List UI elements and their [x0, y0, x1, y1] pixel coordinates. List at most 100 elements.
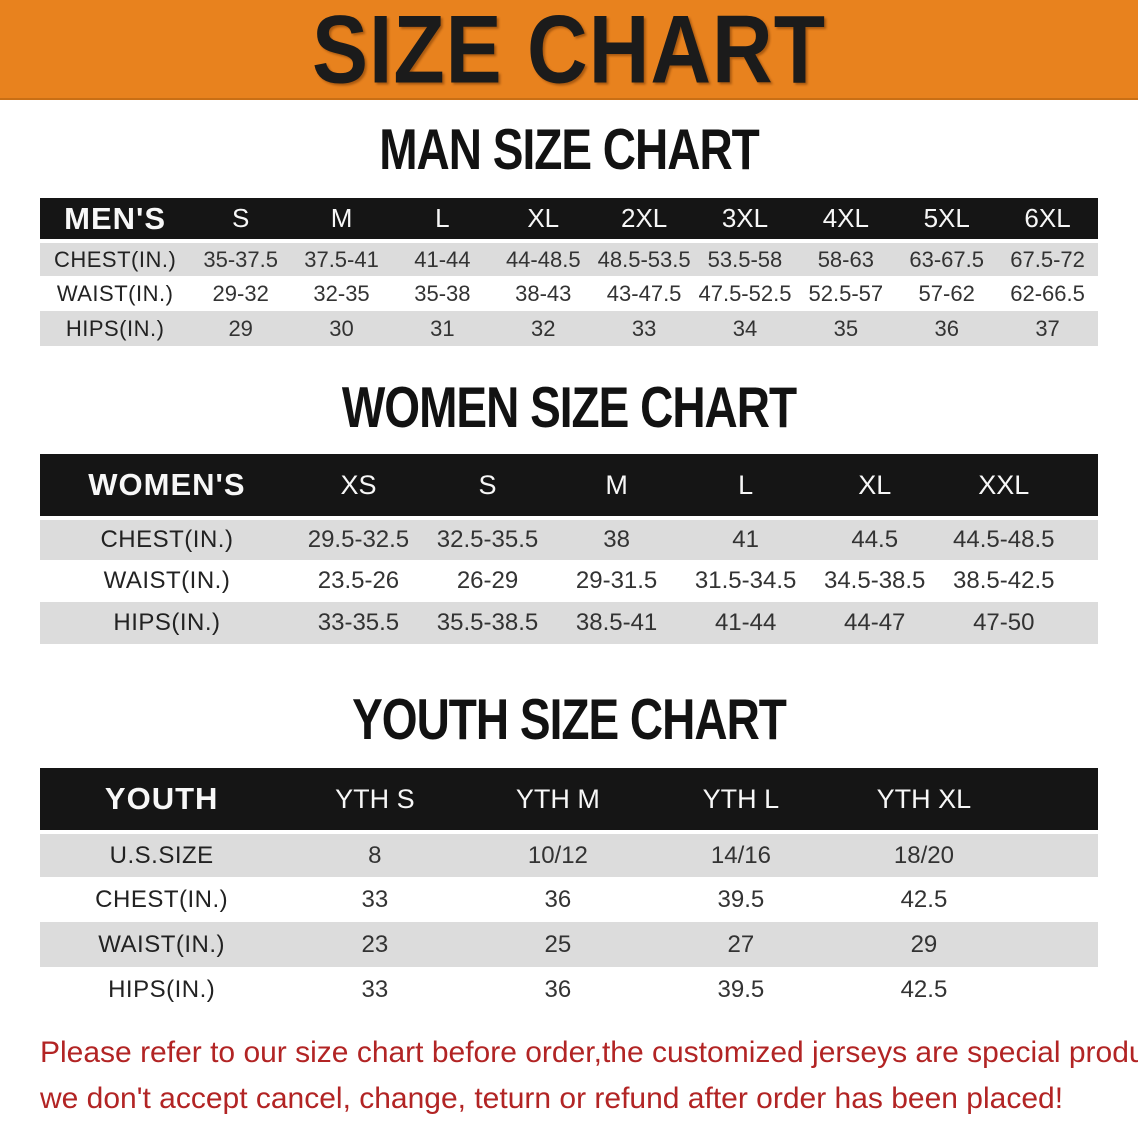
order-disclaimer-note: Please refer to our size chart before or… [0, 1030, 1138, 1122]
women-table-header-row: WOMEN'S XS S M L XL XXL [40, 454, 1098, 520]
men-section-heading: MAN SIZE CHART [0, 120, 1138, 178]
table-corner-label: WOMEN'S [40, 454, 294, 520]
size-value-cell: 29 [910, 930, 938, 958]
size-value-cell: 30 [329, 315, 354, 341]
size-column-header: M [291, 198, 392, 243]
size-column-header: S [422, 454, 553, 520]
spacer-cell [1015, 922, 1098, 967]
row-label: HIPS(IN.) [113, 609, 221, 636]
table-row: WAIST(IN.) 23.5-26 26-29 29-31.5 31.5-34.5 34… [40, 560, 1098, 602]
size-column-header: 3XL [694, 198, 796, 243]
size-value-cell: 62-66.5 [1010, 280, 1085, 306]
disclaimer-line-1: Please refer to our size chart before or… [40, 1036, 1138, 1069]
men-size-table: MEN'S S M L XL 2XL 3XL 4XL 5XL 6XL CHEST(IN.) 35-3… [40, 198, 1098, 346]
size-value-cell: 67.5-72 [1010, 246, 1085, 272]
table-row: CHEST(IN.) 29.5-32.5 32.5-35.5 38 41 44.5 44.5… [40, 518, 1098, 560]
youth-table-header-row: YOUTH YTH S YTH M YTH L YTH XL [40, 768, 1098, 834]
spacer-cell [1068, 518, 1098, 560]
size-column-header: 2XL [593, 198, 695, 243]
size-value-cell: 34.5-38.5 [823, 567, 926, 594]
size-value-cell: 18/20 [893, 841, 954, 869]
size-value-cell: 32.5-35.5 [436, 526, 539, 553]
size-column-header: YTH M [466, 768, 650, 834]
size-value-cell: 37 [1035, 315, 1060, 341]
size-value-cell: 38.5-42.5 [953, 567, 1055, 594]
size-value-cell: 35-37.5 [203, 246, 278, 272]
table-row: U.S.SIZE 8 10/12 14/16 18/20 [40, 832, 1098, 877]
youth-section-heading: YOUTH SIZE CHART [0, 690, 1138, 748]
size-value-cell: 33 [361, 885, 389, 913]
size-value-cell: 29.5-32.5 [307, 526, 410, 553]
women-section-heading: WOMEN SIZE CHART [0, 378, 1138, 436]
spacer-cell [1068, 560, 1098, 602]
table-row: CHEST(IN.) 33 36 39.5 42.5 [40, 877, 1098, 922]
spacer-cell [1015, 967, 1098, 1012]
size-value-cell: 52.5-57 [808, 280, 884, 306]
size-value-cell: 41-44 [714, 609, 777, 636]
size-value-cell: 53.5-58 [707, 246, 783, 272]
spacer-cell [1068, 602, 1098, 644]
table-row: WAIST(IN.) 23 25 27 29 [40, 922, 1098, 967]
size-value-cell: 33 [361, 975, 389, 1003]
size-value-cell: 39.5 [717, 975, 765, 1003]
size-value-cell: 44-48.5 [505, 246, 581, 272]
table-corner-label: YOUTH [40, 768, 284, 834]
size-column-header: XXL [939, 454, 1069, 520]
size-value-cell: 42.5 [900, 885, 948, 913]
size-value-cell: 32-35 [313, 280, 370, 306]
spacer-cell [1015, 877, 1098, 922]
row-label: HIPS(IN.) [65, 315, 165, 341]
size-value-cell: 36 [934, 315, 959, 341]
row-label: WAIST(IN.) [103, 567, 231, 594]
spacer-cell [1015, 768, 1098, 834]
size-value-cell: 33 [631, 315, 657, 341]
table-row: CHEST(IN.) 35-37.5 37.5-41 41-44 44-48.5 48.5… [40, 241, 1098, 276]
size-value-cell: 33-35.5 [317, 609, 400, 636]
youth-section-heading-text: YOUTH SIZE CHART [352, 686, 787, 752]
size-value-cell: 38-43 [515, 280, 572, 306]
spacer-cell [1068, 454, 1098, 520]
size-column-header: 5XL [896, 198, 998, 243]
size-value-cell: 27 [727, 930, 755, 958]
size-column-header: S [190, 198, 292, 243]
size-column-header: 4XL [795, 198, 897, 243]
size-value-cell: 10/12 [527, 841, 588, 869]
size-value-cell: 36 [544, 975, 572, 1003]
size-value-cell: 23.5-26 [317, 567, 400, 594]
row-label: CHEST(IN.) [53, 246, 177, 272]
size-value-cell: 58-63 [817, 246, 874, 272]
size-column-header: XS [293, 454, 423, 520]
size-value-cell: 42.5 [900, 975, 948, 1003]
size-value-cell: 32 [531, 315, 556, 341]
size-chart-banner: SIZE CHART [0, 0, 1138, 100]
size-value-cell: 44.5 [851, 526, 899, 553]
size-column-header: YTH L [649, 768, 833, 834]
size-value-cell: 31 [430, 315, 455, 341]
size-value-cell: 39.5 [717, 885, 765, 913]
size-value-cell: 63-67.5 [909, 246, 984, 272]
table-row: HIPS(IN.) 33 36 39.5 42.5 [40, 967, 1098, 1012]
youth-size-table: YOUTH YTH S YTH M YTH L YTH XL U.S.SIZE 8 10/1… [40, 768, 1098, 1012]
table-corner-label: MEN'S [40, 198, 191, 243]
size-value-cell: 35-38 [414, 280, 471, 306]
size-column-header: YTH XL [832, 768, 1016, 834]
size-column-header: L [391, 198, 493, 243]
size-column-header: 6XL [997, 198, 1098, 243]
row-label: CHEST(IN.) [95, 885, 229, 913]
size-value-cell: 36 [544, 885, 572, 913]
disclaimer-line-2: we don't accept cancel, change, teturn o… [40, 1082, 1064, 1115]
row-label: WAIST(IN.) [56, 280, 174, 306]
size-value-cell: 37.5-41 [304, 246, 379, 272]
banner-title: SIZE CHART [312, 0, 826, 104]
men-section-heading-text: MAN SIZE CHART [379, 116, 760, 182]
size-value-cell: 31.5-34.5 [694, 567, 797, 594]
size-value-cell: 26-29 [456, 567, 519, 594]
size-value-cell: 14/16 [710, 841, 771, 869]
size-value-cell: 29-32 [212, 280, 269, 306]
table-row: HIPS(IN.) 33-35.5 35.5-38.5 38.5-41 41-44 44-… [40, 602, 1098, 644]
size-value-cell: 23 [361, 930, 389, 958]
row-label: HIPS(IN.) [108, 975, 216, 1003]
size-value-cell: 8 [368, 841, 382, 869]
size-value-cell: 41-44 [414, 246, 471, 272]
size-value-cell: 48.5-53.5 [597, 246, 691, 272]
